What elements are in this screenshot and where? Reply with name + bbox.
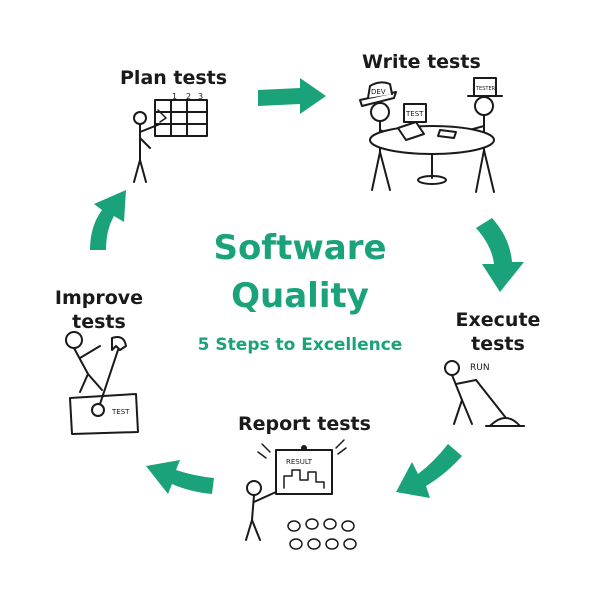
step-label-plan: Plan tests — [120, 67, 228, 89]
write-tests-illustration: DEV TESTER TEST — [359, 77, 503, 193]
report-tests-illustration: RESULT — [245, 439, 357, 550]
write-hat-left-text: DEV — [371, 88, 386, 96]
arrow-write-to-execute — [476, 218, 524, 292]
write-hat-right-text: TESTER — [475, 86, 496, 92]
step-label-write: Write tests — [362, 51, 481, 73]
arrow-execute-to-report — [396, 444, 462, 498]
center-title-line1: Software — [213, 228, 387, 268]
plan-board-number-3: 3 — [198, 92, 203, 101]
center-title-line2: Quality — [231, 276, 369, 316]
arrow-report-to-improve — [146, 460, 214, 494]
improve-tests-illustration: TEST — [65, 331, 139, 435]
center-subtitle: 5 Steps to Excellence — [197, 335, 403, 355]
execute-run-text: RUN — [470, 363, 490, 373]
improve-box-text: TEST — [111, 408, 130, 416]
report-result-text: RESULT — [286, 458, 313, 466]
step-label-improve: Improve tests — [54, 287, 144, 333]
step-label-execute: Execute tests — [455, 309, 541, 355]
plan-tests-illustration: 1 2 3 — [133, 92, 208, 183]
plan-board-number-2: 2 — [186, 92, 191, 101]
plan-board-number-1: 1 — [172, 92, 177, 101]
report-audience — [287, 518, 357, 550]
step-label-report: Report tests — [238, 413, 371, 435]
arrow-plan-to-write — [258, 78, 326, 114]
write-paper-text: TEST — [405, 110, 424, 118]
arrow-improve-to-plan — [74, 190, 126, 250]
execute-tests-illustration: RUN — [444, 360, 525, 427]
